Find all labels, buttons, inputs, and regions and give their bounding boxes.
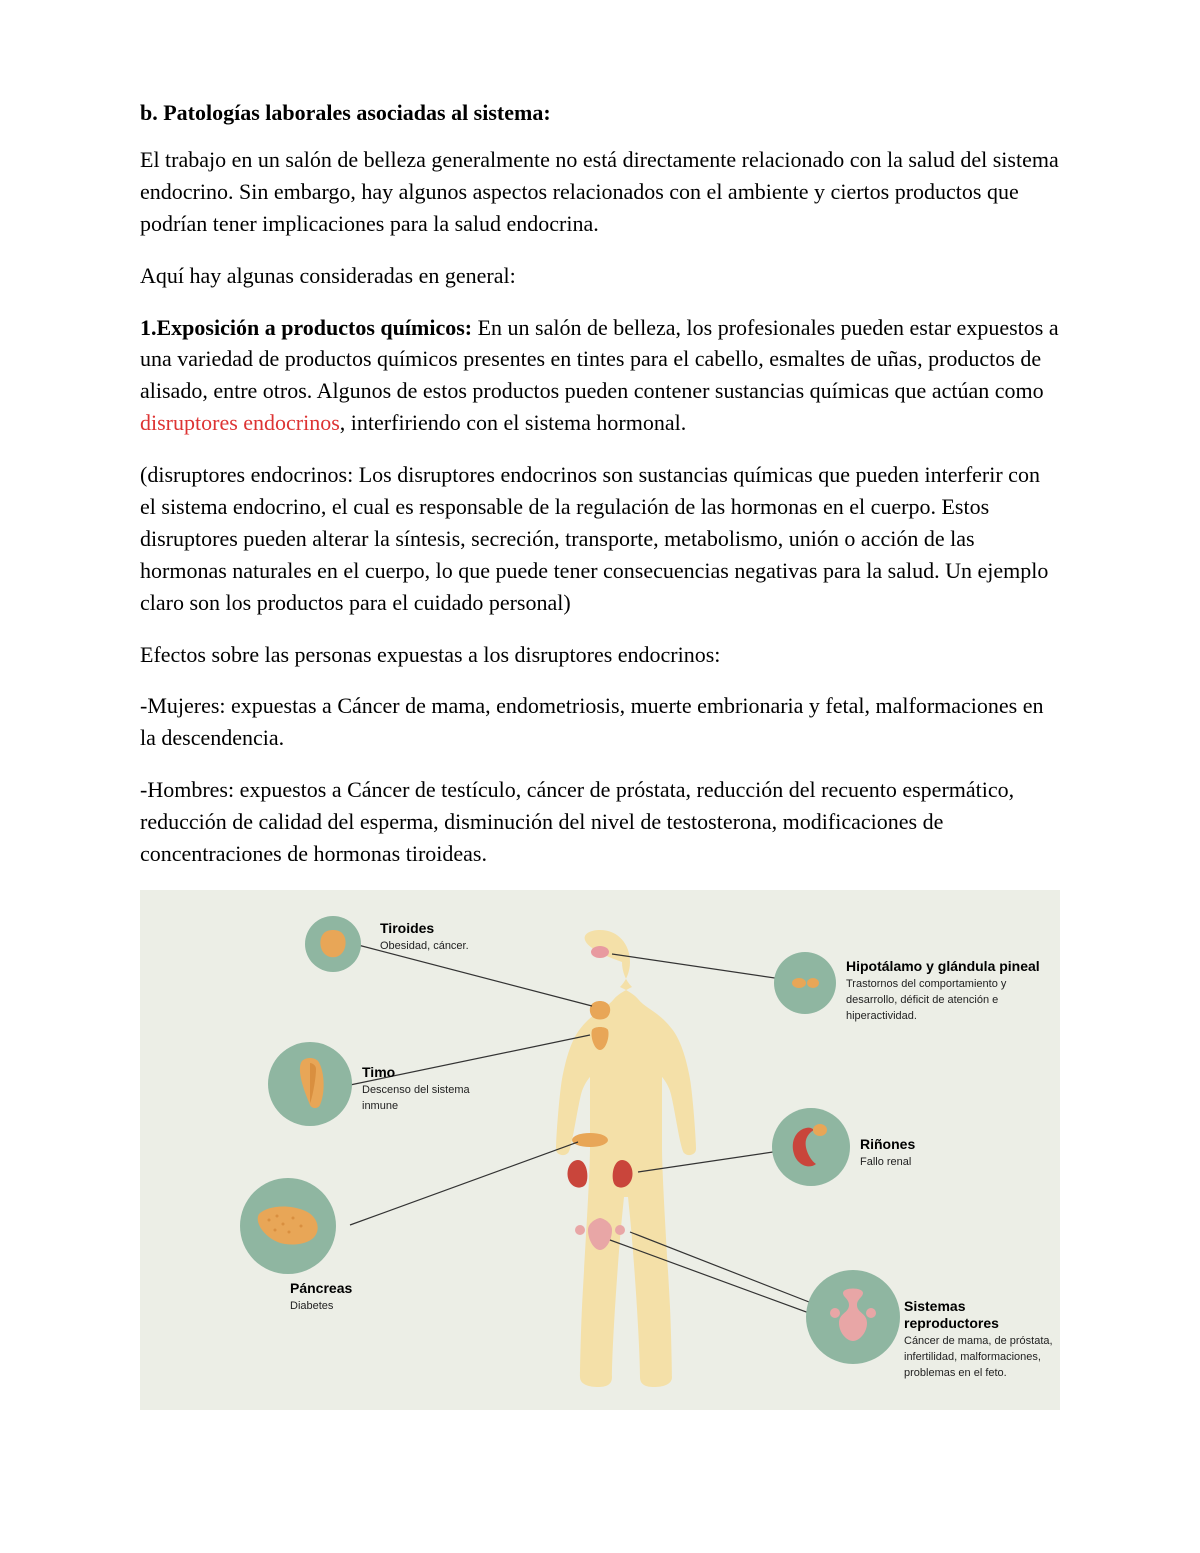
paragraph-effects-women: -Mujeres: expuestas a Cáncer de mama, en…	[140, 690, 1060, 754]
paragraph-effects-men: -Hombres: expuestos a Cáncer de testícul…	[140, 774, 1060, 870]
timo-desc: Descenso del sistema inmune	[362, 1084, 470, 1112]
disruptores-link[interactable]: disruptores endocrinos	[140, 410, 340, 435]
pancreas-title: Páncreas	[290, 1280, 352, 1297]
timo-title: Timo	[362, 1064, 472, 1081]
timo-label: Timo Descenso del sistema inmune	[362, 1064, 472, 1113]
paragraph-effects-title: Efectos sobre las personas expuestas a l…	[140, 639, 1060, 671]
reproductores-icon	[806, 1270, 900, 1364]
pancreas-icon	[240, 1178, 336, 1274]
tiroides-title: Tiroides	[380, 920, 469, 937]
hipotalamo-title: Hipotálamo y glándula pineal	[846, 958, 1046, 975]
timo-icon	[268, 1042, 352, 1126]
tiroides-icon	[305, 916, 361, 972]
paragraph-definition: (disruptores endocrinos: Los disruptores…	[140, 459, 1060, 618]
endocrine-infographic: Tiroides Obesidad, cáncer. Hipotálamo y …	[140, 890, 1060, 1410]
hipotalamo-label: Hipotálamo y glándula pineal Trastornos …	[846, 958, 1046, 1023]
rinones-desc: Fallo renal	[860, 1156, 911, 1168]
rinones-label: Riñones Fallo renal	[860, 1136, 915, 1169]
paragraph-lead: Aquí hay algunas consideradas en general…	[140, 260, 1060, 292]
rinones-icon	[772, 1108, 850, 1186]
document-page: b. Patologías laborales asociadas al sis…	[0, 0, 1200, 1553]
reproductores-desc: Cáncer de mama, de próstata, infertilida…	[904, 1335, 1053, 1379]
paragraph-exposicion: 1.Exposición a productos químicos: En un…	[140, 312, 1060, 440]
section-heading: b. Patologías laborales asociadas al sis…	[140, 100, 1060, 126]
item-1-title: 1.Exposición a productos químicos:	[140, 315, 472, 340]
rinones-title: Riñones	[860, 1136, 915, 1153]
tiroides-label: Tiroides Obesidad, cáncer.	[380, 920, 469, 953]
reproductores-label: Sistemas reproductores Cáncer de mama, d…	[904, 1298, 1054, 1380]
hipotalamo-icon	[774, 952, 836, 1014]
paragraph-intro: El trabajo en un salón de belleza genera…	[140, 144, 1060, 240]
item-1-text-b: , interfiriendo con el sistema hormonal.	[340, 410, 686, 435]
pancreas-desc: Diabetes	[290, 1300, 333, 1312]
hipotalamo-desc: Trastornos del comportamiento y desarrol…	[846, 978, 1006, 1022]
tiroides-desc: Obesidad, cáncer.	[380, 940, 469, 952]
pancreas-label: Páncreas Diabetes	[290, 1280, 352, 1313]
reproductores-title: Sistemas reproductores	[904, 1298, 1054, 1332]
